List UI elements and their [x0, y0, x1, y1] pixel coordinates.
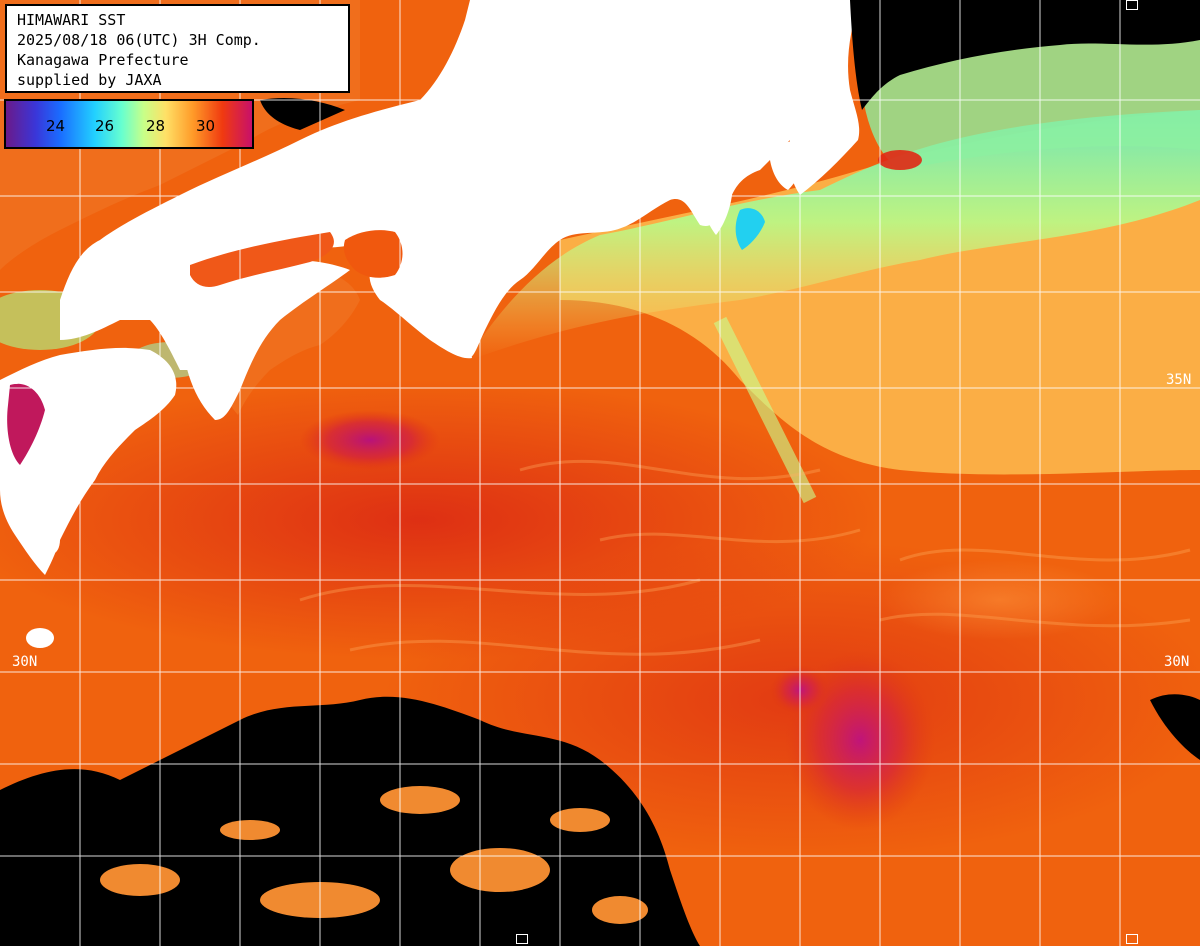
lat-label-35-right: 35N — [1166, 372, 1192, 388]
land-tanegashima — [26, 628, 54, 648]
map-timestamp: 2025/08/18 06(UTC) 3H Comp. — [17, 31, 261, 49]
map-title: HIMAWARI SST — [17, 11, 126, 29]
colorbar-label-24: 24 — [46, 117, 66, 135]
map-region: Kanagawa Prefecture — [17, 51, 189, 69]
map-info-box: HIMAWARI SST 2025/08/18 06(UTC) 3H Comp.… — [5, 4, 350, 93]
lat-label-30-right: 30N — [1164, 654, 1190, 670]
grid-marker-top-right — [1126, 0, 1138, 10]
land-osaka-bay — [343, 230, 403, 278]
coastal-warm-tokyo-bay — [735, 208, 765, 250]
land-boso — [770, 141, 808, 190]
coastal-cool-shelf — [470, 110, 1200, 360]
map-credit: supplied by JAXA — [17, 71, 162, 89]
cool-filament — [713, 316, 817, 504]
colorbar-label-30: 30 — [196, 117, 216, 135]
temperature-colorbar: 24 26 28 30 — [4, 99, 254, 149]
colorbar-label-28: 28 — [146, 117, 166, 135]
land-kii-peninsula — [369, 259, 472, 359]
grid-marker-bottom-center — [516, 934, 528, 944]
cloud-sea-of-japan — [260, 98, 345, 130]
cloud-east-edge — [1150, 694, 1200, 760]
ocean-streaks — [299, 459, 1191, 656]
cloud-northeast — [850, 0, 1200, 110]
grid-marker-top-center — [486, 0, 498, 10]
hotspot-west — [300, 410, 440, 470]
land-shikoku-white — [181, 259, 350, 420]
warm-streak-patch — [880, 560, 1120, 640]
lat-label-30-left: 30N — [12, 654, 38, 670]
land-yakushima — [44, 526, 60, 554]
land-izu — [700, 178, 732, 235]
coastal-warm-inland-sea — [190, 232, 334, 287]
grid-marker-bottom-right — [1126, 934, 1138, 944]
warm-eddy — [878, 150, 922, 170]
coastal-warm-kagoshima — [7, 383, 45, 465]
lat-label-35-left: 35 — [12, 372, 29, 388]
land-kyushu — [0, 347, 177, 575]
colorbar-label-26: 26 — [95, 117, 115, 135]
